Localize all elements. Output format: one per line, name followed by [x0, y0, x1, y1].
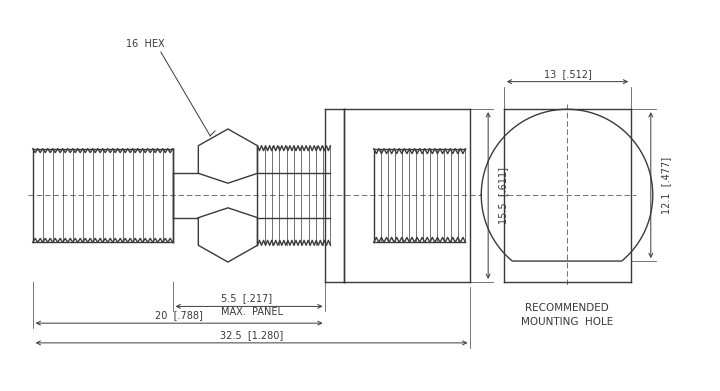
Text: 5.5  [.217]: 5.5 [.217] [222, 294, 273, 303]
Text: MOUNTING  HOLE: MOUNTING HOLE [521, 317, 613, 327]
Text: 32.5  [1.280]: 32.5 [1.280] [220, 330, 283, 340]
Text: 20  [.788]: 20 [.788] [156, 310, 203, 320]
Text: 12.1  [.477]: 12.1 [.477] [661, 156, 670, 214]
Text: 16  HEX: 16 HEX [127, 39, 165, 49]
Text: MAX.  PANEL: MAX. PANEL [222, 307, 284, 317]
Text: RECOMMENDED: RECOMMENDED [525, 303, 609, 314]
Text: 13  [.512]: 13 [.512] [544, 69, 591, 79]
Text: 15.5  [.611]: 15.5 [.611] [498, 167, 508, 224]
